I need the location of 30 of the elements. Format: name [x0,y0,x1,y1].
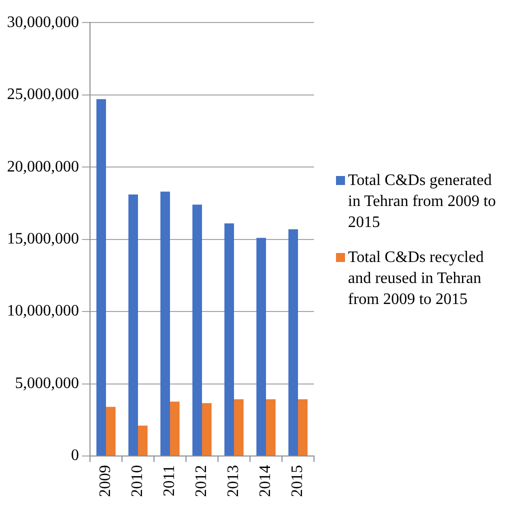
bar [224,223,234,456]
y-tick-label: 20,000,000 [7,158,79,176]
bar [192,204,202,456]
x-tick-label: 2009 [97,465,114,497]
bar [234,399,244,456]
bar [266,399,276,456]
y-tick-label: 30,000,000 [7,14,79,31]
bar [96,99,106,456]
bar [256,238,266,456]
legend-label: Total C&Ds generated in Tehran from 2009 to 2015 [348,171,497,233]
x-tick-label: 2010 [129,465,146,497]
legend-label: Total C&Ds recycled and reused in Tehran from 2009 to 2015 [348,248,485,310]
bar [138,426,148,456]
bar [298,399,308,456]
x-tick-label: 2012 [193,465,210,497]
x-tick-label: 2013 [225,465,242,497]
y-tick-label: 0 [71,447,79,464]
x-tick-label: 2015 [289,465,306,497]
bar [106,406,116,456]
x-tick-label: 2011 [161,465,178,496]
y-tick-label: 5,000,000 [15,374,79,392]
bar [160,192,170,456]
bar [202,403,212,456]
y-tick-label: 10,000,000 [7,302,79,320]
bar [170,402,180,456]
bar [128,194,138,456]
y-tick-label: 15,000,000 [7,230,79,248]
y-tick-label: 25,000,000 [7,86,79,104]
bar [288,229,298,456]
x-tick-label: 2014 [257,465,274,497]
